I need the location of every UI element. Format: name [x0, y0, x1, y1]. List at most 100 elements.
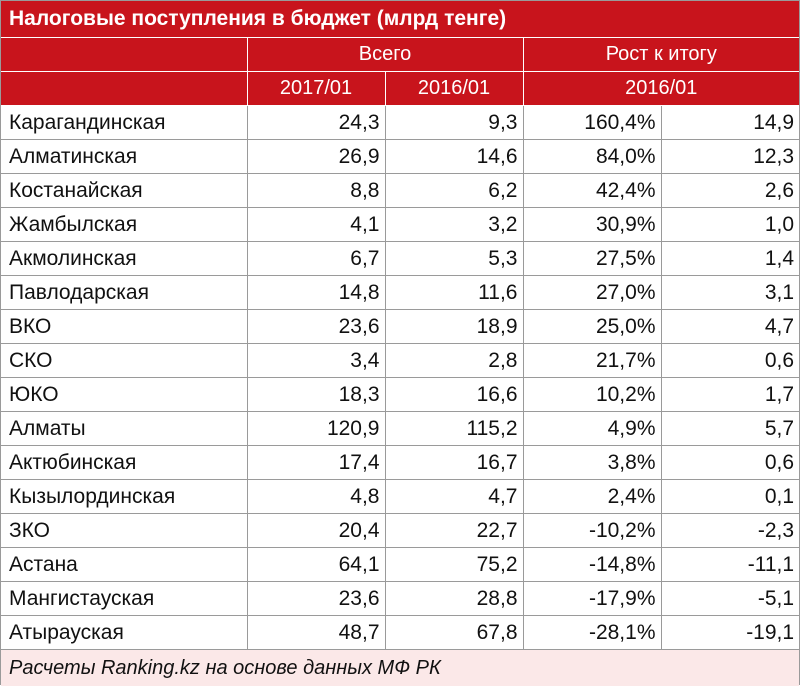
header-blank-cell [1, 38, 247, 72]
value-2017-cell: 120,9 [247, 412, 385, 446]
growth-percent-cell: 42,4% [523, 174, 661, 208]
growth-percent-cell: 27,5% [523, 242, 661, 276]
header-total: Всего [247, 38, 523, 72]
value-2017-cell: 4,1 [247, 208, 385, 242]
value-2017-cell: 18,3 [247, 378, 385, 412]
growth-diff-cell: -2,3 [661, 514, 799, 548]
region-cell: Атырауская [1, 616, 247, 650]
value-2016-cell: 5,3 [385, 242, 523, 276]
value-2017-cell: 8,8 [247, 174, 385, 208]
value-2017-cell: 6,7 [247, 242, 385, 276]
value-2017-cell: 3,4 [247, 344, 385, 378]
growth-diff-cell: 1,7 [661, 378, 799, 412]
growth-percent-cell: 3,8% [523, 446, 661, 480]
title-row: Налоговые поступления в бюджет (млрд тен… [1, 1, 799, 38]
growth-diff-cell: 1,4 [661, 242, 799, 276]
value-2017-cell: 48,7 [247, 616, 385, 650]
table-title: Налоговые поступления в бюджет (млрд тен… [1, 1, 799, 38]
growth-percent-cell: -14,8% [523, 548, 661, 582]
value-2016-cell: 16,6 [385, 378, 523, 412]
value-2016-cell: 11,6 [385, 276, 523, 310]
region-cell: СКО [1, 344, 247, 378]
value-2016-cell: 6,2 [385, 174, 523, 208]
region-cell: ЮКО [1, 378, 247, 412]
growth-diff-cell: 5,7 [661, 412, 799, 446]
value-2016-cell: 14,6 [385, 140, 523, 174]
region-cell: Костанайская [1, 174, 247, 208]
region-cell: Карагандинская [1, 106, 247, 140]
growth-percent-cell: 84,0% [523, 140, 661, 174]
region-cell: Жамбылская [1, 208, 247, 242]
growth-percent-cell: -28,1% [523, 616, 661, 650]
growth-percent-cell: -17,9% [523, 582, 661, 616]
growth-diff-cell: 3,1 [661, 276, 799, 310]
growth-percent-cell: 21,7% [523, 344, 661, 378]
growth-percent-cell: 25,0% [523, 310, 661, 344]
region-cell: Мангистауская [1, 582, 247, 616]
growth-diff-cell: -11,1 [661, 548, 799, 582]
growth-percent-cell: 4,9% [523, 412, 661, 446]
header-growth-period: 2016/01 [523, 72, 799, 106]
value-2016-cell: 18,9 [385, 310, 523, 344]
header-row-groups: Всего Рост к итогу [1, 38, 799, 72]
region-cell: Алматы [1, 412, 247, 446]
growth-percent-cell: -10,2% [523, 514, 661, 548]
region-cell: Кызылординская [1, 480, 247, 514]
region-cell: ВКО [1, 310, 247, 344]
header-col-2017: 2017/01 [247, 72, 385, 106]
growth-percent-cell: 30,9% [523, 208, 661, 242]
growth-percent-cell: 27,0% [523, 276, 661, 310]
growth-diff-cell: 2,6 [661, 174, 799, 208]
header-blank-cell [1, 72, 247, 106]
value-2016-cell: 67,8 [385, 616, 523, 650]
value-2016-cell: 9,3 [385, 106, 523, 140]
growth-diff-cell: 0,6 [661, 446, 799, 480]
value-2016-cell: 2,8 [385, 344, 523, 378]
value-2017-cell: 24,3 [247, 106, 385, 140]
header-growth: Рост к итогу [523, 38, 799, 72]
value-2016-cell: 115,2 [385, 412, 523, 446]
value-2017-cell: 14,8 [247, 276, 385, 310]
value-2017-cell: 20,4 [247, 514, 385, 548]
value-2017-cell: 17,4 [247, 446, 385, 480]
value-2017-cell: 23,6 [247, 310, 385, 344]
value-2016-cell: 28,8 [385, 582, 523, 616]
growth-diff-cell: 12,3 [661, 140, 799, 174]
growth-diff-cell: 14,9 [661, 106, 799, 140]
value-2017-cell: 26,9 [247, 140, 385, 174]
region-cell: Павлодарская [1, 276, 247, 310]
region-cell: Актюбинская [1, 446, 247, 480]
value-2016-cell: 3,2 [385, 208, 523, 242]
growth-diff-cell: 4,7 [661, 310, 799, 344]
region-cell: Акмолинская [1, 242, 247, 276]
value-2016-cell: 4,7 [385, 480, 523, 514]
header-row-periods: 2017/01 2016/01 2016/01 [1, 72, 799, 106]
value-2017-cell: 23,6 [247, 582, 385, 616]
header-col-2016: 2016/01 [385, 72, 523, 106]
footnote-row: Расчеты Ranking.kz на основе данных МФ Р… [1, 650, 799, 686]
region-cell: ЗКО [1, 514, 247, 548]
growth-diff-cell: -5,1 [661, 582, 799, 616]
region-cell: Алматинская [1, 140, 247, 174]
value-2016-cell: 22,7 [385, 514, 523, 548]
value-2017-cell: 64,1 [247, 548, 385, 582]
value-2017-cell: 4,8 [247, 480, 385, 514]
value-2016-cell: 75,2 [385, 548, 523, 582]
value-2016-cell: 16,7 [385, 446, 523, 480]
